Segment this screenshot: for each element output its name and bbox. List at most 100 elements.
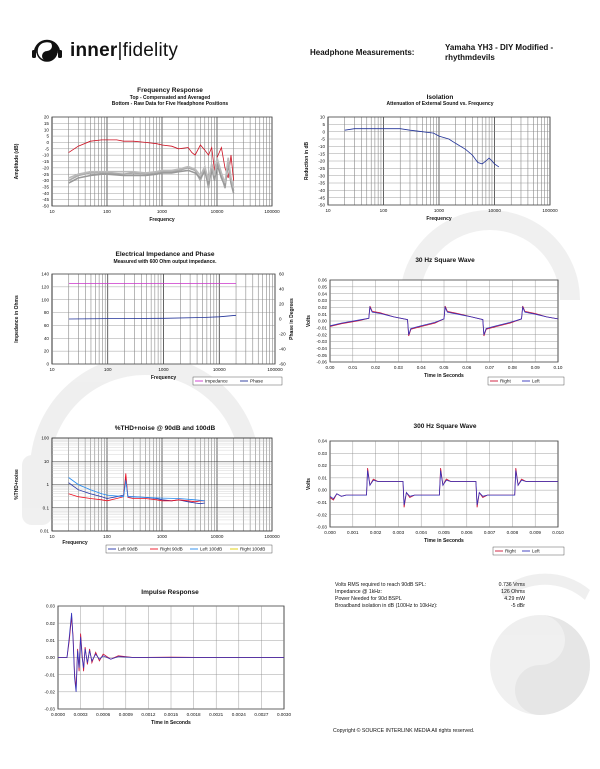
section-title: Headphone Measurements: — [310, 48, 415, 57]
stat-row: Volts RMS required to reach 90dB SPL: 0.7… — [335, 582, 525, 589]
y-tick-label: 80 — [44, 310, 50, 315]
x-tick-label: 0.0012 — [141, 712, 155, 717]
y-tick-label: 120 — [41, 284, 49, 289]
y-axis-label: %THD+noise — [14, 469, 20, 500]
sq300-title: 300 Hz Square Wave — [413, 423, 477, 430]
y-tick-label: -0.01 — [317, 500, 328, 505]
imr-title: Impulse Response — [141, 589, 199, 596]
x-axis-label: Time in Seconds — [151, 720, 191, 726]
y-tick-label: -40 — [318, 188, 325, 193]
series-line — [58, 612, 284, 692]
x-axis-label: Time in Seconds — [424, 373, 464, 379]
stats-block: Volts RMS required to reach 90dB SPL: 0.7… — [335, 582, 525, 610]
x-tick-label: 0.0000 — [51, 712, 65, 717]
iso-subtitle: Attenuation of External Sound vs. Freque… — [386, 101, 494, 107]
square-wave-300hz-chart: 0.04 0.03 0.02 0.01 0.00 -0.01 -0.02 -0.030.000… — [306, 439, 565, 556]
y-tick-label: 0.04 — [318, 439, 327, 444]
series-line — [329, 470, 558, 505]
x-tick-label: 0.0015 — [164, 712, 178, 717]
y2-tick-label: 60 — [279, 272, 285, 277]
imp-subtitle: Measured with 600 Ohm output impedance. — [113, 259, 217, 265]
x-tick-label: 0.0006 — [96, 712, 110, 717]
y-tick-label: 0.00 — [46, 655, 55, 660]
copyright: Copyright © SOURCE INTERLINK MEDIA All r… — [333, 728, 475, 734]
x-tick-label: 10 — [49, 367, 55, 372]
y-tick-label: -15 — [318, 151, 325, 156]
stat-value: 4.29 mW — [504, 596, 525, 602]
legend-label: Right 90dB — [160, 547, 183, 552]
y-tick-label: 0.01 — [318, 312, 327, 317]
yin-yang-headphone-icon — [32, 39, 62, 62]
y-tick-label: -20 — [318, 159, 325, 164]
y-tick-label: -35 — [318, 181, 325, 186]
x-tick-label: 10000 — [211, 209, 224, 214]
y2-tick-label: -60 — [279, 362, 286, 367]
stat-value: 126 Ohms — [501, 589, 525, 595]
model-line-1: Yamaha YH3 - DIY Modified - — [445, 43, 554, 52]
stat-label: Power Needed for 90d BSPL — [335, 596, 402, 602]
y-tick-label: -0.01 — [317, 325, 328, 330]
y-tick-label: 0.01 — [46, 638, 55, 643]
y-tick-label: -10 — [318, 144, 325, 149]
y-tick-label: 20 — [44, 115, 50, 120]
series-line — [329, 305, 559, 335]
stat-row: Power Needed for 90d BSPL 4.29 mW — [335, 596, 525, 603]
x-tick-label: 1000 — [157, 209, 168, 214]
x-tick-label: 0.01 — [348, 365, 357, 370]
y-tick-label: -25 — [42, 172, 49, 177]
x-tick-label: 0.0030 — [277, 712, 291, 717]
y-tick-label: -50 — [42, 204, 49, 209]
y-tick-label: 0.03 — [318, 298, 327, 303]
y2-tick-label: 20 — [279, 302, 285, 307]
y-tick-label: 15 — [44, 121, 50, 126]
legend-box — [192, 376, 283, 386]
y-tick-label: 0.03 — [46, 604, 55, 609]
series-line — [68, 473, 205, 503]
x-tick-label: 0.0021 — [209, 712, 223, 717]
x-tick-label: 1000 — [434, 208, 445, 213]
x-tick-label: 0.05 — [440, 365, 449, 370]
y-tick-label: -5 — [45, 146, 50, 151]
x-axis-label: Frequency — [151, 375, 177, 381]
y-tick-label: 0.01 — [318, 475, 327, 480]
x-tick-label: 10000 — [213, 367, 226, 372]
stat-value: 0.736 Vrms — [498, 582, 525, 588]
y-tick-label: 0.02 — [318, 305, 327, 310]
y-tick-label: -45 — [42, 197, 49, 202]
y-tick-label: -40 — [42, 191, 49, 196]
x-tick-label: 0.0003 — [74, 712, 88, 717]
stat-label: Impedance @ 1kHz: — [335, 589, 383, 595]
y-tick-label: 1 — [46, 482, 49, 487]
impulse-response-chart: 0.03 0.02 0.01 0.00 -0.01 -0.02 -0.030.0000 0.0… — [45, 604, 292, 726]
x-tick-label: 100 — [103, 209, 111, 214]
x-axis-label: Time in Seconds — [424, 538, 464, 544]
y-axis-label: Reduction in dB — [304, 141, 310, 180]
x-axis-label: Frequency — [426, 216, 452, 222]
x-tick-label: 1000 — [158, 367, 169, 372]
legend-label: Impedance — [205, 379, 228, 384]
x-tick-label: 100000 — [264, 534, 280, 539]
y-tick-label: 0.00 — [318, 319, 327, 324]
y-tick-label: 140 — [41, 272, 49, 277]
sq30-title: 30 Hz Square Wave — [415, 257, 475, 264]
x-tick-label: 0.005 — [438, 530, 450, 535]
y2-axis-label: Phase in Degrees — [289, 298, 295, 340]
y-tick-label: 40 — [44, 336, 50, 341]
x-tick-label: 10 — [49, 534, 55, 539]
y2-tick-label: 0 — [279, 317, 282, 322]
fr-subtitle-2: Bottom - Raw Data for Five Headphone Pos… — [111, 101, 229, 107]
x-tick-label: 0.0027 — [254, 712, 268, 717]
y-tick-label: -50 — [318, 203, 325, 208]
y-tick-label: -0.03 — [317, 525, 328, 530]
stat-value: -5 dBr — [510, 603, 525, 609]
y-tick-label: 0 — [46, 140, 49, 145]
y-tick-label: -0.03 — [45, 707, 56, 712]
x-tick-label: 100 — [103, 534, 111, 539]
y-tick-label: 10 — [320, 115, 326, 120]
y-tick-label: -10 — [42, 153, 49, 158]
x-tick-label: 100000 — [542, 208, 558, 213]
y-tick-label: 0.01 — [40, 529, 49, 534]
x-tick-label: 0.002 — [370, 530, 382, 535]
x-tick-label: 0.008 — [507, 530, 519, 535]
